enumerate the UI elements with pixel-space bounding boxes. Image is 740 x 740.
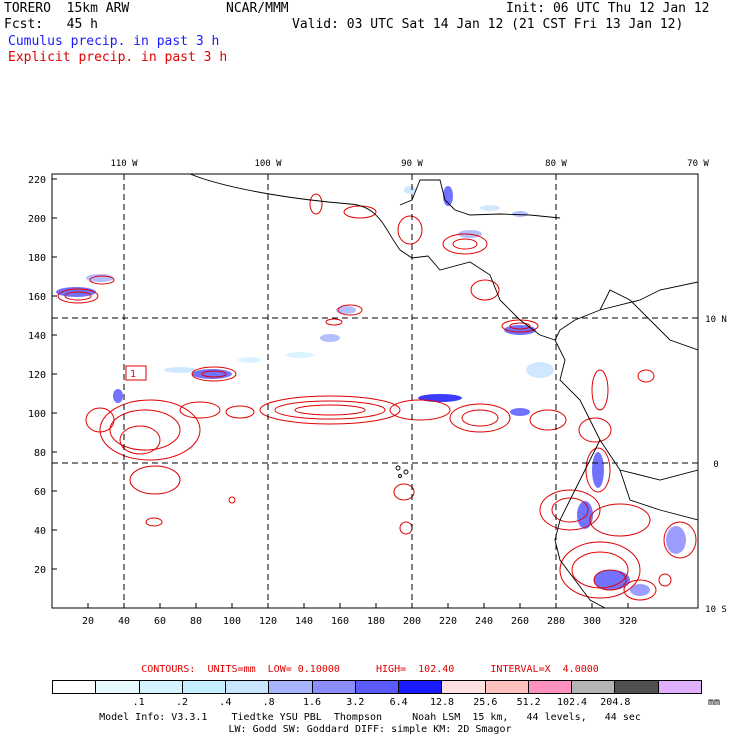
legend-swatch [312, 681, 356, 693]
legend-label: 51.2 [516, 697, 541, 708]
cumulus-precip-areas [56, 186, 686, 596]
color-legend [52, 680, 702, 694]
legend-swatch [528, 681, 573, 693]
x-tick-label: 80 [190, 616, 202, 627]
latitude-label: 0 [713, 460, 718, 470]
y-tick-label: 180 [28, 253, 46, 264]
x-tick-label: 240 [475, 616, 493, 627]
y-tick-label: 220 [28, 175, 46, 186]
model-title: TORERO 15km ARW [4, 1, 130, 16]
axis-ticks: 20 40 60 80 100 120 140 160 180 200 220 240 260 280 30… [28, 159, 727, 627]
field-cumulus-label: Cumulus precip. in past 3 h [8, 34, 220, 49]
longitude-label: 70 W [687, 159, 709, 169]
box-marker [125, 365, 147, 381]
legend-swatch [182, 681, 227, 693]
org-label: NCAR/MMM [226, 1, 289, 16]
legend-label: .2 [175, 697, 189, 708]
x-tick-label: 40 [118, 616, 130, 627]
y-tick-label: 100 [28, 409, 46, 420]
x-tick-label: 100 [223, 616, 241, 627]
longitude-label: 80 W [545, 159, 567, 169]
legend-label: .4 [219, 697, 232, 708]
x-tick-label: 140 [295, 616, 313, 627]
legend-swatch [355, 681, 400, 693]
explicit-precip-contours [57, 193, 697, 601]
y-tick-label: 40 [34, 526, 46, 537]
longitude-label: 110 W [110, 159, 138, 169]
x-tick-label: 260 [511, 616, 529, 627]
legend-label: 1.6 [302, 697, 322, 708]
legend-labels: .1 .2 .4 .8 1.6 3.2 6.4 12.8 25.6 51.2 102.4 204.8 [52, 697, 702, 709]
legend-swatch [615, 681, 659, 693]
x-tick-label: 300 [583, 616, 601, 627]
legend-label: .8 [262, 697, 275, 708]
legend-swatch [442, 681, 486, 693]
init-time: Init: 06 UTC Thu 12 Jan 12 [506, 1, 710, 16]
contours-info: CONTOURS: UNITS=mm LOW= 0.10000 HIGH= 10… [141, 664, 599, 675]
model-physics: LW: Godd SW: Goddard DIFF: simple KM: 2D… [228, 724, 512, 735]
legend-unit: mm [708, 697, 721, 708]
legend-label: .1 [132, 697, 145, 708]
legend-swatch [53, 681, 97, 693]
legend-label: 6.4 [389, 697, 408, 708]
legend-swatch [139, 681, 183, 693]
longitude-label: 100 W [254, 159, 282, 169]
legend-label: 3.2 [346, 697, 365, 708]
legend-swatch [269, 681, 313, 693]
legend-label: 25.6 [473, 697, 498, 708]
x-tick-label: 320 [619, 616, 637, 627]
y-tick-label: 140 [28, 331, 46, 342]
x-tick-label: 280 [547, 616, 565, 627]
box-label: 1 [130, 369, 136, 380]
x-tick-label: 180 [367, 616, 385, 627]
y-tick-label: 120 [28, 370, 46, 381]
coastlines [189, 174, 698, 608]
legend-swatch [572, 681, 616, 693]
y-tick-label: 80 [34, 448, 46, 459]
x-tick-label: 220 [439, 616, 457, 627]
legend-swatch [399, 681, 443, 693]
x-tick-label: 60 [154, 616, 166, 627]
latlon-grid [52, 174, 698, 608]
legend-swatch [658, 681, 701, 693]
y-tick-label: 60 [34, 487, 46, 498]
legend-label: 204.8 [600, 697, 631, 708]
forecast-hour: Fcst: 45 h [4, 17, 98, 32]
latitude-label: 10 S [705, 605, 727, 615]
model-info: Model Info: V3.3.1 Tiedtke YSU PBL Thomp… [99, 712, 641, 723]
latitude-label: 10 N [705, 315, 727, 325]
legend-swatch [485, 681, 529, 693]
valid-time: Valid: 03 UTC Sat 14 Jan 12 (21 CST Fri … [292, 17, 684, 32]
y-tick-label: 200 [28, 214, 46, 225]
legend-label: 102.4 [556, 697, 588, 708]
y-tick-label: 160 [28, 292, 46, 303]
map-frame [51, 173, 699, 609]
x-tick-label: 160 [331, 616, 349, 627]
precip-map: 1 20 40 60 80 100 120 140 160 180 200 220 240 260 280… [28, 159, 727, 627]
x-tick-label: 20 [82, 616, 94, 627]
x-tick-label: 120 [259, 616, 277, 627]
legend-label: 12.8 [429, 697, 455, 708]
legend-swatch [226, 681, 270, 693]
legend-swatch [96, 681, 140, 693]
x-tick-label: 200 [403, 616, 421, 627]
field-explicit-label: Explicit precip. in past 3 h [8, 50, 228, 65]
y-tick-label: 20 [34, 565, 46, 576]
longitude-label: 90 W [401, 159, 423, 169]
